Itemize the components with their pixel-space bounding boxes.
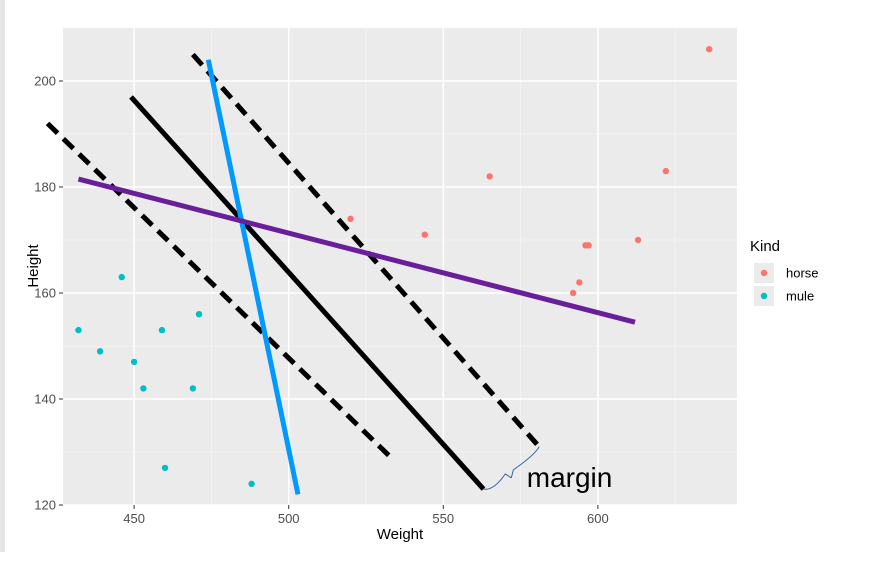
brace-path [483,446,540,490]
point-mule [130,358,138,366]
y-tick-label: 200 [34,74,56,89]
annotations: margin [527,462,613,493]
point-horse [662,167,670,175]
margin-annotation: margin [527,462,613,493]
margin-brace [483,446,540,490]
point-horse [421,231,428,238]
major-gridlines [63,28,737,506]
legend-entries: horse mule [754,263,819,306]
y-axis-title: Height [25,243,42,287]
margin-line-dashed [45,121,393,460]
point-mule [96,348,104,355]
y-tick-label: 180 [34,180,56,195]
x-tick-label: 450 [123,511,145,526]
legend-dot-mule [760,292,768,300]
legend-title: Kind [750,238,780,255]
point-mule [158,326,166,334]
axis-ticks [59,80,599,509]
decision-line [129,95,486,491]
point-horse [569,289,577,297]
point-mule [189,385,197,392]
point-horse [634,236,642,244]
point-horse [576,279,583,286]
point-mule [195,311,203,318]
x-tick-label: 600 [587,511,609,526]
point-mule [248,480,255,487]
x-tick-label: 500 [278,511,300,526]
legend: Kind horse mule [750,238,819,306]
y-tick-label: 160 [34,286,56,301]
data-points [75,46,713,487]
decision-lines [45,52,636,495]
point-horse [347,215,354,222]
point-mule [140,385,147,392]
decision-line [77,176,636,325]
plot-panel [63,28,737,505]
y-tick-label: 120 [34,498,56,513]
point-horse [486,173,493,180]
point-mule [161,464,169,472]
legend-label-horse: horse [786,266,819,281]
point-mule [118,273,125,281]
decision-line [205,59,301,495]
point-horse [585,242,592,249]
point-horse [705,46,713,53]
x-axis-title: Weight [377,526,424,543]
y-tick-label: 140 [34,392,56,407]
legend-dot-horse [760,269,768,277]
point-mule [75,326,82,334]
legend-label-mule: mule [786,289,814,304]
left-edge-bar [0,0,5,552]
tick-labels: 450 500 550 600 120 140 160 180 200 [34,74,608,527]
x-tick-label: 550 [432,511,454,526]
